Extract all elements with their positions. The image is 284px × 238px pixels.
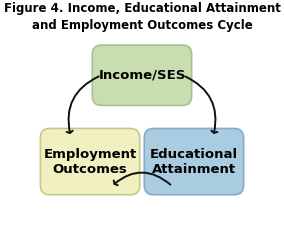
FancyBboxPatch shape xyxy=(144,129,244,195)
Text: Figure 4. Income, Educational Attainment
and Employment Outcomes Cycle: Figure 4. Income, Educational Attainment… xyxy=(4,2,280,32)
FancyBboxPatch shape xyxy=(40,129,140,195)
Text: Educational
Attainment: Educational Attainment xyxy=(150,148,238,176)
Text: Employment
Outcomes: Employment Outcomes xyxy=(43,148,137,176)
Text: Income/SES: Income/SES xyxy=(98,69,186,82)
FancyBboxPatch shape xyxy=(92,45,192,105)
